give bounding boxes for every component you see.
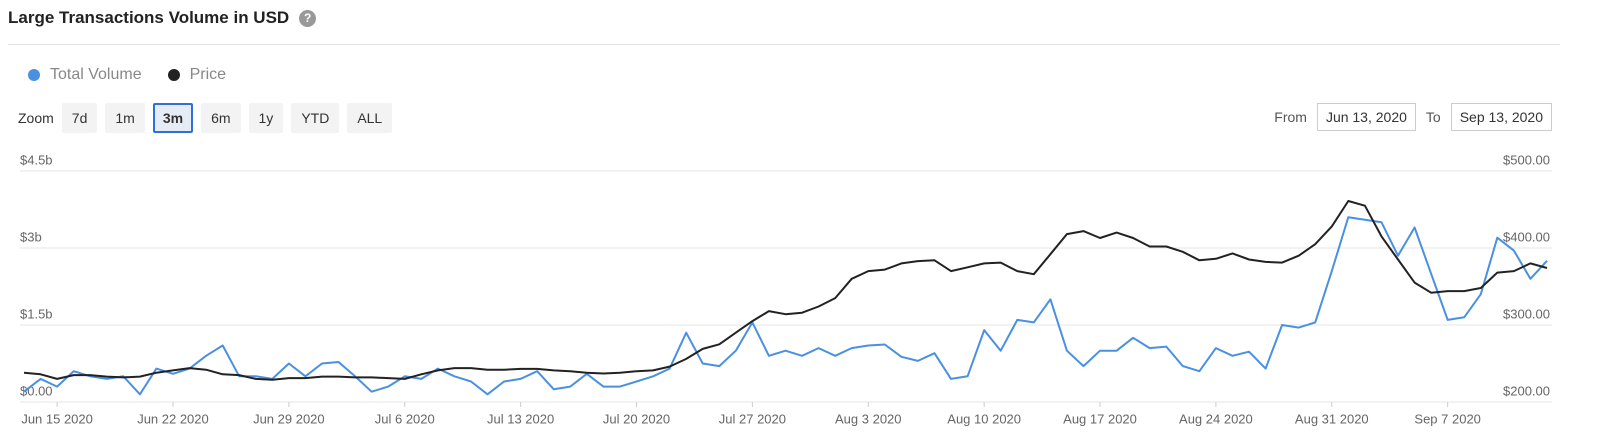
x-tick-label: Jul 27 2020	[719, 411, 786, 426]
y-tick-label: $0.00	[20, 383, 53, 398]
zoom-button[interactable]: 3m	[152, 103, 194, 133]
x-tick-label: Aug 17 2020	[1063, 411, 1137, 426]
x-tick-label: Sep 7 2020	[1414, 411, 1481, 426]
y-tick-label: $1.5b	[20, 306, 53, 321]
divider	[8, 44, 1560, 45]
from-input[interactable]: Jun 13, 2020	[1316, 103, 1416, 131]
legend: Total Volume Price	[28, 66, 226, 84]
x-tick-label: Jul 13 2020	[487, 411, 554, 426]
x-tick-label: Jun 29 2020	[253, 411, 325, 426]
legend-item[interactable]: Price	[167, 66, 227, 84]
zoom-label: Zoom	[18, 110, 54, 126]
legend-label: Price	[189, 66, 227, 83]
y2-tick-label: $400.00	[1503, 229, 1550, 244]
date-range: From Jun 13, 2020 To Sep 13, 2020	[1274, 103, 1552, 131]
y2-tick-label: $500.00	[1503, 152, 1550, 167]
legend-label: Total Volume	[50, 66, 142, 83]
zoom-button[interactable]: YTD	[291, 103, 340, 133]
legend-dot	[28, 69, 40, 81]
to-label: To	[1425, 109, 1441, 125]
legend-item[interactable]: Total Volume	[28, 66, 142, 84]
series-line	[23, 216, 1548, 396]
series-line	[23, 200, 1548, 381]
x-tick-label: Jun 22 2020	[137, 411, 209, 426]
y-tick-label: $4.5b	[20, 152, 53, 167]
help-icon[interactable]: ?	[299, 9, 317, 27]
zoom-button[interactable]: ALL	[347, 103, 393, 133]
to-input[interactable]: Sep 13, 2020	[1450, 103, 1552, 131]
title: Large Transactions Volume in USD	[8, 8, 290, 27]
zoom-button[interactable]: 1m	[105, 103, 145, 133]
header: Large Transactions Volume in USD ?	[8, 8, 317, 28]
x-tick-label: Aug 10 2020	[947, 411, 1021, 426]
x-tick-label: Aug 3 2020	[835, 411, 902, 426]
x-tick-label: Jun 15 2020	[21, 411, 93, 426]
x-tick-label: Aug 24 2020	[1179, 411, 1253, 426]
y-tick-label: $3b	[20, 229, 42, 244]
zoom-button[interactable]: 6m	[201, 103, 241, 133]
legend-dot	[167, 69, 180, 81]
y2-tick-label: $200.00	[1503, 383, 1550, 398]
zoom-bar: Zoom 7d 1m 3m 6m 1y YTD ALL	[18, 103, 393, 133]
x-tick-label: Aug 31 2020	[1295, 411, 1369, 426]
zoom-button[interactable]: 7d	[61, 103, 98, 133]
x-tick-label: Jul 20 2020	[603, 411, 670, 426]
from-label: From	[1274, 109, 1307, 125]
y2-tick-label: $300.00	[1503, 306, 1550, 321]
x-tick-label: Jul 6 2020	[375, 411, 435, 426]
zoom-button[interactable]: 1y	[248, 103, 284, 133]
